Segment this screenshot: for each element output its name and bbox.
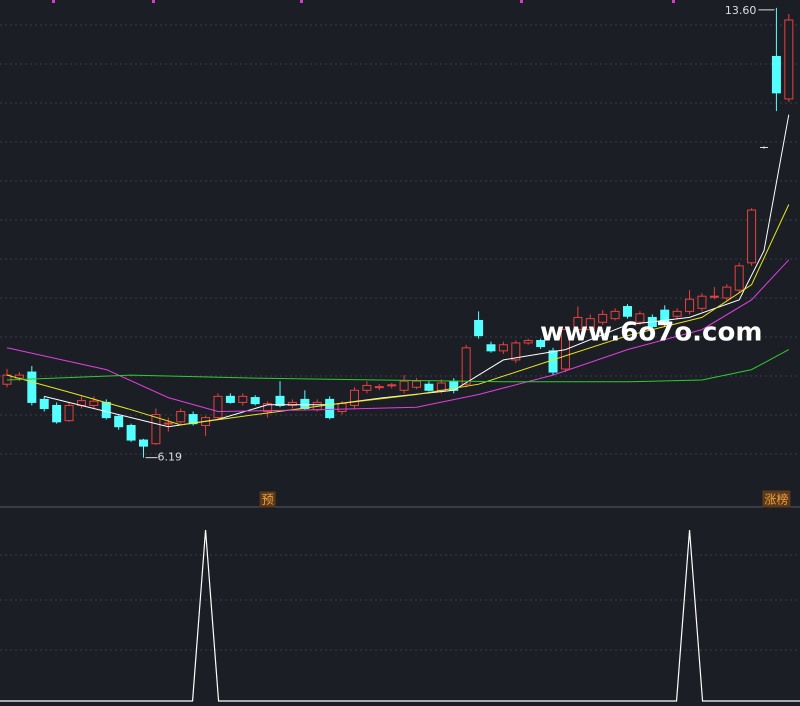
candle-body [610, 310, 620, 320]
candle-body [486, 344, 496, 352]
candle-body [498, 344, 508, 352]
candle-body [349, 389, 359, 406]
candle-body [374, 386, 384, 389]
candle-body [734, 265, 744, 291]
candle-body [64, 404, 74, 422]
candle-body [511, 342, 521, 361]
candle-body [474, 319, 484, 337]
candle-body [399, 380, 409, 391]
candle-body [325, 398, 335, 419]
tag-box [259, 491, 276, 508]
candle-body [287, 401, 297, 406]
top-dots [52, 0, 675, 3]
tag-box [762, 490, 791, 508]
candle-body [672, 310, 682, 317]
candle-body [263, 403, 273, 413]
candle-body [39, 398, 49, 409]
candle-body [771, 55, 781, 94]
candle-body [52, 404, 62, 423]
candle-body [598, 313, 608, 323]
signal-line [0, 529, 800, 702]
candle-body [436, 382, 446, 391]
annotation-label: 6.19 [158, 451, 183, 464]
candle-body [523, 340, 533, 344]
candle-body [337, 403, 347, 413]
candle-body [623, 306, 632, 317]
candle-body [126, 424, 136, 441]
candle-body [461, 347, 471, 385]
candle-body [163, 422, 173, 425]
candle-body [176, 411, 186, 423]
candle-body [412, 380, 422, 388]
candle-body [89, 400, 99, 406]
candle-body [548, 350, 558, 373]
candle-body [747, 209, 757, 264]
candle-body [225, 395, 235, 403]
grid [0, 24, 800, 651]
candle-body [300, 398, 310, 409]
candle-body [697, 295, 707, 309]
tag-label: 预 [262, 493, 274, 507]
candle-body [27, 371, 37, 403]
candle-body [362, 384, 372, 391]
candle-body [573, 316, 583, 331]
candle-body [784, 19, 794, 100]
candle-body [114, 415, 124, 428]
candle-body [424, 383, 434, 391]
candle-body [722, 286, 732, 299]
candle-body [387, 384, 397, 387]
moving-average [6, 349, 790, 383]
candle-body [585, 318, 595, 331]
candle-body [635, 313, 645, 323]
annotation-label: 13.60 [725, 4, 757, 17]
candle-body [238, 395, 248, 403]
candle-body [213, 395, 223, 419]
moving-average [6, 259, 790, 413]
tag-label: 涨榜 [764, 492, 788, 507]
candle-body [660, 309, 670, 325]
moving-average [6, 204, 790, 426]
candle-body [709, 295, 719, 298]
candle-body [685, 298, 695, 312]
candle-body [101, 401, 111, 419]
candle-body [275, 395, 285, 406]
candle-body [536, 340, 546, 348]
candle-body [250, 397, 260, 405]
candle-body [151, 414, 161, 445]
watermark: www.6o7o.com [540, 318, 762, 348]
candle-body [139, 439, 149, 447]
